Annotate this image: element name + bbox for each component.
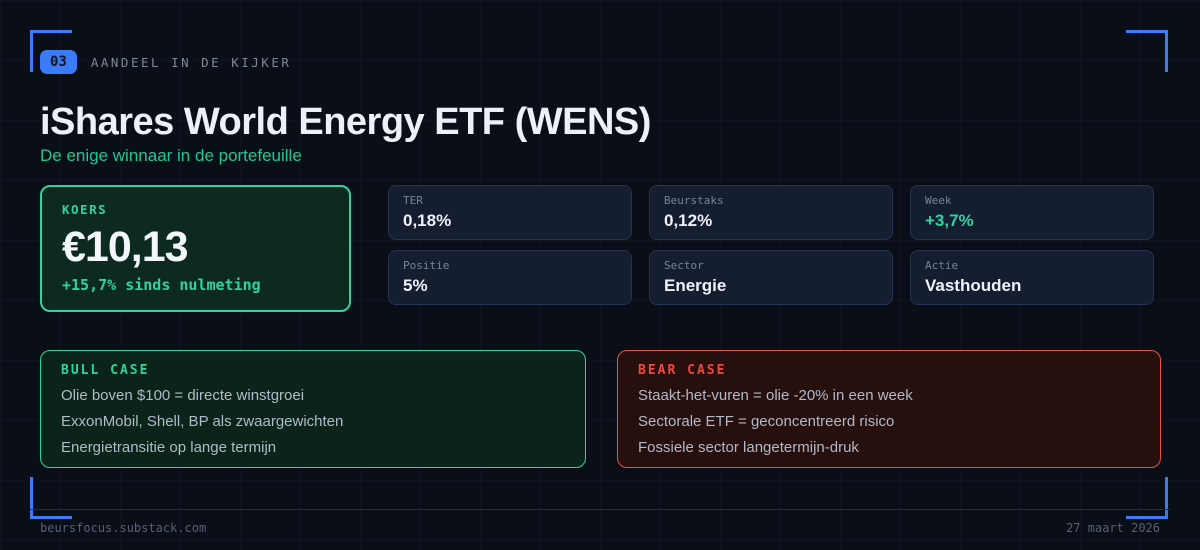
stat-label: Week [925,194,952,207]
footer-divider [30,509,1170,510]
page-title: iShares World Energy ETF (WENS) [40,101,651,143]
stat-label: Positie [403,259,450,272]
stat-card-positie: Positie 5% [388,250,632,305]
case-item: Fossiele sector langetermijn-druk [638,439,859,456]
stats-grid: TER 0,18% Beurstaks 0,12% Week +3,7% Positie 5%… [388,185,1154,305]
corner-bracket-top-right [1126,30,1168,72]
price-value: €10,13 [62,223,189,271]
bull-case-items: Olie boven $100 = directe winstgroei Exxo… [61,383,565,461]
stat-value: 5% [403,276,428,295]
stat-label: TER [403,194,423,207]
bear-case-card: BEAR CASE Staakt-het-vuren = olie -20% i… [617,350,1161,468]
case-item: ExxonMobil, Shell, BP als zwaargewichten [61,413,344,430]
corner-bracket-bottom-right [1126,477,1168,519]
price-card: KOERS €10,13 +15,7% sinds nulmeting [40,185,351,312]
bear-case-items: Staakt-het-vuren = olie -20% in een week… [638,383,1140,461]
stat-value: 0,18% [403,211,452,230]
section-kicker: AANDEEL IN DE KIJKER [90,54,292,70]
stat-value: Vasthouden [925,276,1022,295]
case-item: Staakt-het-vuren = olie -20% in een week [638,387,913,404]
stat-card-sector: Sector Energie [649,250,893,305]
stat-card-ter: TER 0,18% [388,185,632,240]
corner-bracket-top-left [30,30,72,72]
stat-card-week: Week +3,7% [910,185,1154,240]
stat-value: +3,7% [925,211,974,230]
stat-label: Actie [925,259,959,272]
stat-card-actie: Actie Vasthouden [910,250,1154,305]
stat-card-beurstaks: Beurstaks 0,12% [649,185,893,240]
footer-source: beursfocus.substack.com [40,521,207,535]
bear-case-title: BEAR CASE [638,363,727,378]
case-item: Energietransitie op lange termijn [61,439,277,456]
price-change: +15,7% sinds nulmeting [62,276,261,294]
price-label: KOERS [62,202,108,217]
case-item: Sectorale ETF = geconcentreerd risico [638,413,895,430]
stat-value: 0,12% [664,211,713,230]
section-number-badge: 03 [40,50,77,74]
bull-case-title: BULL CASE [61,363,150,378]
kicker-row: 03 AANDEEL IN DE KIJKER [40,50,291,74]
stat-label: Sector [664,259,704,272]
footer-date: 27 maart 2026 [1066,521,1160,535]
stat-value: Energie [664,276,727,295]
page-subtitle: De enige winnaar in de portefeuille [40,146,302,165]
stat-label: Beurstaks [664,194,724,207]
corner-bracket-bottom-left [30,477,72,519]
bull-case-card: BULL CASE Olie boven $100 = directe wins… [40,350,586,468]
case-item: Olie boven $100 = directe winstgroei [61,387,305,404]
